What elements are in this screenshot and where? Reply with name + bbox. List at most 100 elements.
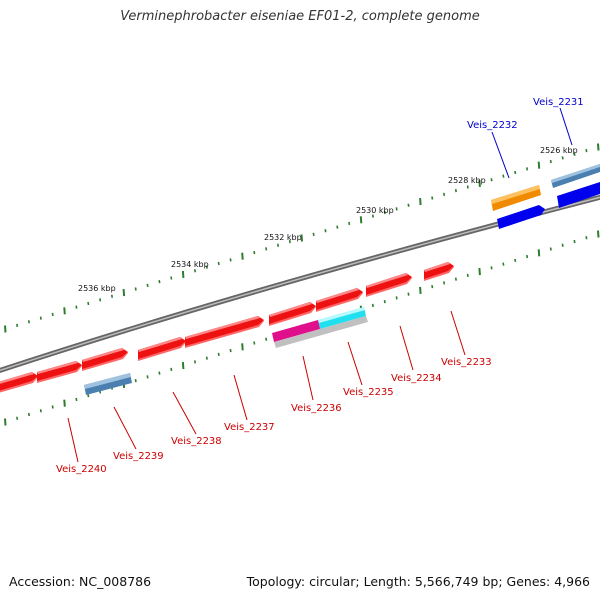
gene-label-veis-2234[interactable]: Veis_2234 (391, 373, 442, 384)
gene-label-veis-2237[interactable]: Veis_2237 (224, 422, 275, 433)
cds-arrow-highlight (316, 288, 359, 303)
gene-label-veis-2232[interactable]: Veis_2232 (467, 120, 518, 131)
tick-mark-lower (443, 281, 446, 285)
feature-veis-2235b[interactable] (316, 288, 363, 312)
tick-mark-upper (265, 247, 268, 251)
tick-mark-upper (253, 250, 256, 255)
feature-veis-2239b[interactable] (82, 348, 128, 371)
tick-mark-upper (359, 216, 363, 224)
leader-line (399, 325, 414, 371)
feature-veis-2236b[interactable] (269, 302, 316, 326)
tick-mark-upper (502, 174, 505, 178)
tick-mark-upper (134, 287, 137, 291)
tick-mark-lower (253, 341, 256, 345)
tick-mark-upper (27, 320, 31, 324)
tick-mark-lower (454, 277, 457, 281)
feature-veis-2233[interactable] (424, 262, 454, 281)
tick-mark-upper (75, 305, 78, 309)
accession-text: Accession: NC_008786 (9, 574, 152, 589)
tick-mark-upper (87, 301, 90, 306)
tick-mark-upper (63, 307, 66, 315)
cds-arrow-body (82, 348, 128, 369)
cds-arrow-body (366, 273, 412, 295)
tick-mark-upper (431, 196, 434, 200)
tick-mark-upper (383, 210, 386, 215)
tick-mark-upper (217, 261, 220, 266)
kbp-label-2530: 2530 kbp (356, 206, 394, 215)
tick-mark-upper (205, 265, 208, 269)
tick-mark-lower (63, 399, 66, 407)
tick-mark-lower (51, 405, 54, 409)
leader-line (67, 417, 79, 463)
tick-mark-lower (597, 230, 600, 238)
feature-veis-2240b[interactable] (37, 361, 82, 383)
tick-mark-lower (205, 356, 208, 360)
tick-mark-upper (573, 152, 576, 156)
tick-mark-upper (241, 252, 244, 260)
tick-mark-upper (300, 234, 303, 242)
tick-mark-lower (419, 286, 422, 294)
feature-veis-2235[interactable] (318, 307, 366, 329)
gene-label-veis-2235[interactable]: Veis_2235 (343, 387, 394, 398)
cds-arrow-body (424, 262, 454, 279)
tick-mark-upper (122, 289, 126, 297)
leader-line (233, 374, 248, 421)
tick-mark-lower (490, 266, 493, 270)
gene-label-veis-2238[interactable]: Veis_2238 (171, 436, 222, 447)
tick-mark-lower (407, 292, 410, 296)
feature-veis-2237[interactable] (185, 316, 264, 348)
gene-label-veis-2240[interactable]: Veis_2240 (56, 464, 107, 475)
tick-mark-lower (395, 296, 398, 300)
leader-line (172, 391, 197, 435)
tick-mark-upper (561, 156, 564, 160)
leader-line (559, 107, 573, 146)
tick-mark-upper (348, 221, 351, 226)
cds-arrow-body (185, 316, 264, 346)
leader-line (491, 131, 510, 179)
feature-veis-2238[interactable] (138, 337, 186, 361)
kbp-label-2536: 2536 kbp (78, 284, 116, 293)
leader-line (347, 341, 363, 386)
tick-mark-upper (395, 207, 398, 211)
leader-line (450, 310, 466, 356)
cds-arrow-body (37, 361, 82, 381)
feature-veis-2234[interactable] (366, 273, 412, 297)
gene-label-leaders (67, 107, 573, 463)
tick-mark-upper (371, 214, 374, 218)
cds-arrow-highlight (424, 262, 450, 272)
tick-mark-lower (526, 254, 529, 259)
cds-arrow-body (316, 288, 363, 310)
feature-veis-2236[interactable] (272, 316, 368, 348)
tick-mark-upper (276, 243, 280, 247)
tick-mark-upper (526, 167, 529, 171)
cds-arrow-highlight (366, 273, 408, 288)
tick-mark-lower (134, 379, 137, 383)
feature-veis-2231[interactable] (551, 164, 600, 208)
tick-mark-lower (4, 418, 7, 426)
tick-mark-upper (4, 325, 7, 333)
tick-rows (4, 143, 600, 426)
tick-mark-lower (466, 273, 469, 277)
gene-label-veis-2231[interactable]: Veis_2231 (533, 97, 584, 108)
feature-veis-2240[interactable] (0, 372, 38, 394)
tick-mark-upper (407, 203, 410, 207)
tick-mark-lower (146, 375, 149, 379)
tick-mark-lower (193, 360, 197, 364)
tick-mark-lower (170, 367, 173, 371)
tick-mark-upper (549, 159, 552, 164)
gene-label-veis-2236[interactable]: Veis_2236 (291, 403, 342, 414)
cds-arrow-body (138, 337, 186, 359)
tick-mark-lower (87, 394, 90, 398)
feature-veis-2239[interactable] (84, 373, 132, 395)
tick-mark-upper (170, 276, 173, 280)
tick-mark-upper (443, 192, 446, 196)
gene-label-veis-2233[interactable]: Veis_2233 (441, 357, 492, 368)
feature-veis-2232[interactable] (491, 185, 545, 229)
tick-mark-lower (431, 285, 434, 289)
cds-arrow-highlight (138, 337, 182, 352)
tick-mark-lower (514, 258, 517, 262)
cds-arrow-highlight (82, 348, 124, 362)
gene-label-veis-2239[interactable]: Veis_2239 (113, 451, 164, 462)
tick-mark-upper (585, 149, 588, 153)
